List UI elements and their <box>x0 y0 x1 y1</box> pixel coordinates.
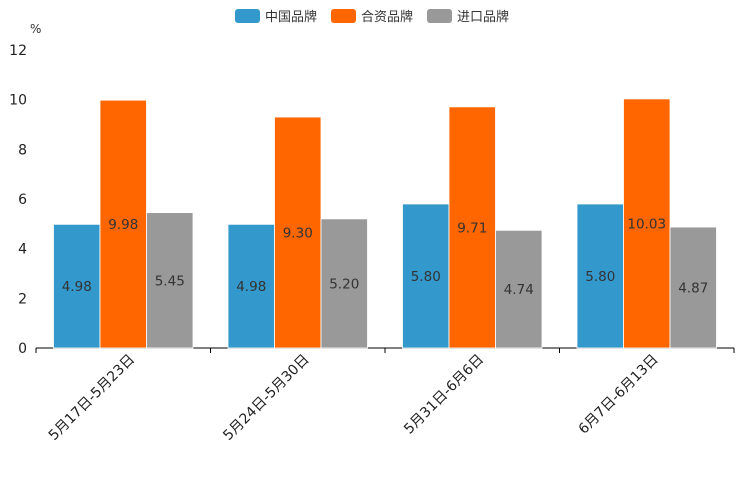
data-label: 5.20 <box>329 276 359 292</box>
bar <box>495 229 543 349</box>
y-tick-label: 8 <box>18 142 27 158</box>
legend-swatch <box>234 8 260 23</box>
legend-label: 进口品牌 <box>457 10 510 25</box>
data-label: 9.98 <box>108 217 138 233</box>
y-tick-label: 12 <box>9 43 27 59</box>
bar <box>576 203 624 349</box>
legend-item-1[interactable]: 合资品牌 <box>330 6 413 25</box>
data-label: 9.71 <box>457 220 487 236</box>
data-label: 4.98 <box>236 279 266 295</box>
legend-label: 合资品牌 <box>360 10 413 25</box>
bar <box>274 116 322 349</box>
bar <box>320 218 368 349</box>
x-tick-label: 5月24日-5月30日 <box>220 352 312 444</box>
bar <box>669 226 717 349</box>
legend-label: 中国品牌 <box>264 10 317 25</box>
data-label: 5.80 <box>411 269 441 285</box>
y-tick-label: 0 <box>18 341 27 357</box>
legend-item-0[interactable]: 中国品牌 <box>234 6 317 25</box>
bar <box>99 99 147 349</box>
data-label: 4.74 <box>504 282 534 298</box>
data-label: 4.98 <box>62 279 92 295</box>
legend-item-2[interactable]: 进口品牌 <box>427 6 509 25</box>
bar <box>402 203 450 349</box>
data-label: 4.87 <box>678 281 708 297</box>
y-axis-unit: % <box>30 22 41 36</box>
bar <box>448 106 496 349</box>
chart-legend: 中国品牌 合资品牌 进口品牌 <box>0 6 744 25</box>
bar <box>146 212 194 349</box>
legend-swatch <box>330 8 356 23</box>
y-tick-label: 2 <box>18 291 27 307</box>
x-tick-label: 5月31日-6月6日 <box>401 352 487 438</box>
x-tick-label: 5月17日-5月23日 <box>46 352 138 444</box>
bar <box>53 223 101 349</box>
bar <box>623 98 671 349</box>
legend-swatch <box>427 8 452 23</box>
y-tick-label: 6 <box>18 192 27 208</box>
data-label: 9.30 <box>283 226 313 242</box>
y-tick-label: 10 <box>9 93 27 109</box>
data-label: 5.80 <box>585 269 615 285</box>
data-label: 10.03 <box>627 216 666 232</box>
x-tick-label: 6月7日-6月13日 <box>576 352 662 438</box>
data-label: 5.45 <box>155 273 185 289</box>
y-tick-label: 4 <box>18 242 27 258</box>
